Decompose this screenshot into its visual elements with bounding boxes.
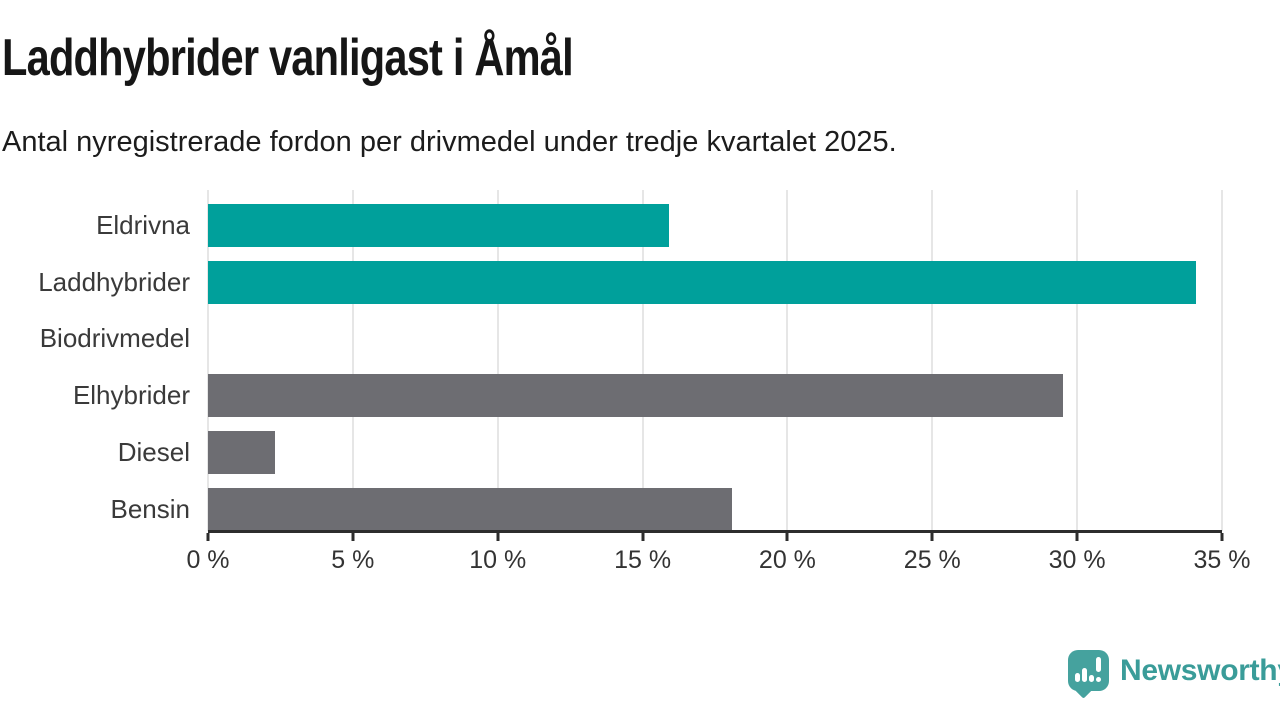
chart-row-bensin: Bensin — [0, 474, 1280, 531]
logo-chart-bar-icon — [1082, 668, 1087, 682]
logo-exclamation-dot-icon — [1096, 677, 1101, 682]
axis-tick-label: 15 % — [614, 546, 672, 574]
category-label-laddhybrider: Laddhybrider — [38, 266, 190, 297]
chart-subtitle: Antal nyregistrerade fordon per drivmede… — [2, 126, 897, 158]
chart-title: Laddhybrider vanligast i Åmål — [2, 29, 574, 87]
axis-tick — [641, 533, 645, 541]
gridline — [931, 190, 934, 531]
axis-tick-label: 5 % — [331, 546, 375, 574]
category-label-biodrivmedel: Biodrivmedel — [39, 323, 190, 354]
gridline — [351, 190, 354, 531]
axis-tick-label: 20 % — [758, 546, 816, 574]
bar-track — [208, 487, 1222, 531]
logo-chart-bar-icon — [1089, 675, 1094, 682]
axis-tick — [1220, 533, 1224, 541]
axis-tick-label: 10 % — [469, 546, 527, 574]
category-label-diesel: Diesel — [117, 437, 190, 468]
axis-tick — [206, 533, 210, 541]
bar-track — [208, 317, 1222, 360]
axis-tick — [496, 533, 500, 541]
speech-bubble-tail — [1074, 680, 1093, 699]
chart-row-eldrivna: Eldrivna — [0, 190, 1280, 247]
category-label-elhybrider: Elhybrider — [72, 380, 190, 411]
gridlines — [207, 190, 1223, 531]
logo-exclamation-icon — [1096, 657, 1101, 672]
bar-chart-plot-area: Eldrivna Laddhybrider Biodrivmedel Elhybrid… — [0, 190, 1280, 531]
bar-laddhybrider — [208, 260, 1196, 304]
bar-track — [208, 203, 1222, 247]
logo-chart-bar-icon — [1075, 673, 1080, 682]
chart-row-biodrivmedel: Biodrivmedel — [0, 304, 1280, 361]
chart-row-diesel: Diesel — [0, 417, 1280, 475]
gridline — [786, 190, 789, 531]
axis-tick — [1075, 533, 1079, 541]
gridline — [496, 190, 499, 531]
chart-row-laddhybrider: Laddhybrider — [0, 247, 1280, 304]
bar-track — [208, 431, 1222, 475]
bar-eldrivna — [208, 203, 669, 247]
bar-track — [208, 260, 1222, 304]
bar-diesel — [208, 431, 275, 475]
axis-tick — [351, 533, 355, 541]
x-axis: 0 % 5 % 10 % 15 % 20 % 25 % 30 % 35 % — [186, 530, 1250, 574]
bar-track — [208, 374, 1222, 418]
axis-tick — [930, 533, 934, 541]
gridline — [1076, 190, 1079, 531]
category-label-eldrivna: Eldrivna — [96, 209, 190, 240]
bar-bensin — [208, 487, 733, 531]
axis-tick-label: 35 % — [1193, 546, 1251, 574]
gridline — [1221, 190, 1223, 531]
axis-tick — [785, 533, 789, 541]
newsworthy-branding: Newsworthy — [1068, 650, 1280, 699]
axis-tick-label: 0 % — [186, 546, 230, 574]
bar-elhybrider — [208, 374, 1063, 418]
newsworthy-wordmark: Newsworthy — [1120, 653, 1280, 687]
axis-tick-label: 25 % — [903, 546, 961, 574]
chart-rows: Eldrivna Laddhybrider Biodrivmedel Elhybrid… — [0, 190, 1280, 531]
gridline — [641, 190, 644, 531]
axis-tick-label: 30 % — [1048, 546, 1106, 574]
newsworthy-logo-icon — [1068, 650, 1109, 699]
chart-row-elhybrider: Elhybrider — [0, 360, 1280, 418]
gridline — [207, 190, 209, 531]
category-label-bensin: Bensin — [110, 493, 191, 524]
